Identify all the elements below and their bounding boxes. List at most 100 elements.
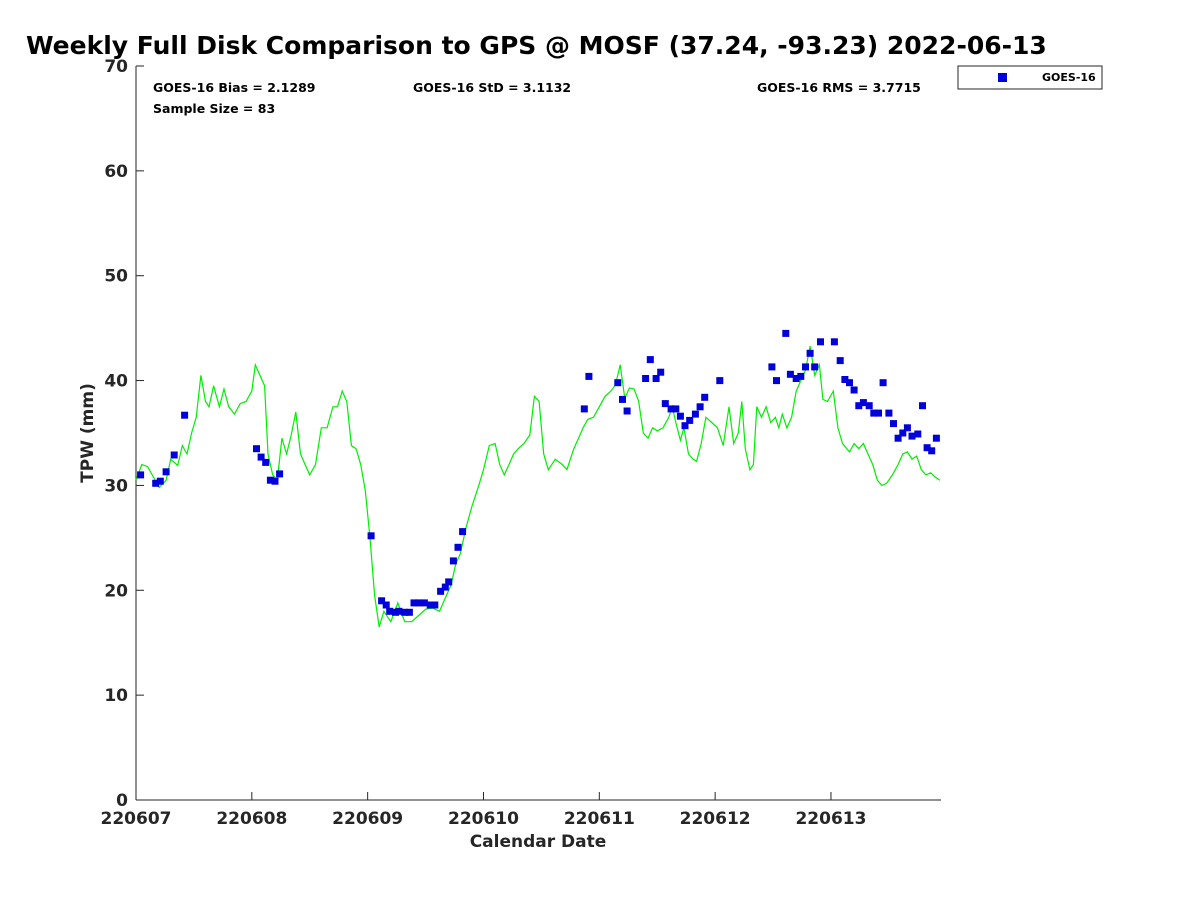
goes16-data-point (885, 409, 893, 417)
goes16-data-point (879, 379, 887, 387)
goes16-data-point (585, 372, 593, 380)
goes16-data-point (426, 601, 434, 609)
goes16-data-point (768, 363, 776, 371)
goes16-data-point (792, 375, 800, 382)
goes16-data-point (441, 583, 449, 591)
goes16-data-point (623, 407, 631, 415)
goes16-data-point (859, 399, 867, 407)
goes16-data-point (271, 477, 279, 485)
stat-sample-size: Sample Size = 83 (153, 101, 275, 116)
y-tick-label: 10 (104, 686, 128, 706)
goes16-data-point (672, 405, 680, 413)
chart-title: Weekly Full Disk Comparison to GPS @ MOS… (26, 31, 1047, 60)
goes16-data-point (619, 395, 626, 403)
legend: GOES-16 (957, 65, 1103, 90)
goes16-data-point (580, 405, 588, 413)
goes16-data-point (642, 375, 650, 382)
goes16-data-point (919, 402, 926, 410)
goes16-data-point (382, 601, 390, 609)
goes16-data-point (266, 476, 274, 484)
goes16-data-point (696, 403, 704, 411)
goes16-data-point (701, 393, 709, 401)
goes16-data-point (162, 468, 170, 476)
goes16-data-point (652, 375, 660, 382)
goes16-data-point (773, 377, 780, 385)
x-tick-label: 220611 (564, 809, 635, 829)
goes16-data-point (894, 434, 902, 442)
goes16-data-point (923, 444, 931, 452)
plot-area (136, 66, 941, 800)
y-tick-label: 50 (104, 267, 128, 287)
goes16-data-point (928, 447, 936, 455)
goes16-data-point (716, 377, 724, 385)
x-tick-label: 220609 (332, 809, 403, 829)
goes16-data-point (253, 445, 260, 453)
stat-bias: GOES-16 Bias = 2.1289 (153, 80, 315, 95)
legend-label: GOES-16 (1042, 71, 1096, 84)
stat-rms: GOES-16 RMS = 3.7715 (757, 80, 921, 95)
goes16-data-point (614, 379, 622, 387)
y-axis-label: TPW (mm) (78, 383, 98, 483)
goes16-data-point (276, 470, 284, 478)
y-axis: 0 10 20 30 40 50 60 70 (104, 57, 144, 811)
goes16-data-point (782, 329, 790, 337)
goes16-data-point (870, 409, 878, 417)
goes16-data-point (431, 601, 439, 609)
y-tick-label: 20 (104, 581, 128, 601)
goes16-data-point (170, 451, 178, 459)
legend-marker (998, 73, 1007, 82)
x-tick-label: 220608 (216, 809, 287, 829)
y-tick-label: 0 (116, 791, 128, 811)
goes16-data-point (899, 429, 907, 437)
stat-std: GOES-16 StD = 3.1132 (413, 80, 571, 95)
x-tick-label: 220612 (680, 809, 751, 829)
goes16-data-point (865, 402, 873, 410)
goes16-data-point (657, 368, 665, 376)
goes16-data-point (410, 599, 418, 607)
goes16-data-point (661, 400, 669, 408)
goes16-data-point (152, 479, 160, 487)
goes16-data-point (395, 607, 403, 615)
goes16-data-point (890, 420, 897, 428)
y-tick-label: 40 (104, 372, 128, 392)
goes16-data-point (830, 338, 838, 346)
goes16-data-point (691, 410, 699, 418)
goes16-data-point (257, 453, 265, 461)
goes16-data-point (811, 363, 819, 371)
x-tick-label: 220607 (101, 809, 172, 829)
goes16-data-point (378, 597, 386, 605)
goes16-data-point (855, 402, 863, 410)
goes16-data-point (802, 363, 809, 371)
x-tick-label: 220613 (795, 809, 866, 829)
goes16-data-point (401, 608, 409, 616)
goes16-data-point (262, 458, 270, 466)
goes16-data-point (841, 376, 849, 383)
goes16-data-point (386, 607, 394, 615)
goes16-data-point (137, 471, 145, 479)
goes16-data-point (156, 477, 164, 485)
series-layer (135, 329, 941, 628)
goes16-data-point (850, 386, 858, 394)
goes16-data-point (459, 528, 467, 536)
goes16-data-point (846, 379, 853, 387)
goes16-data-point (797, 372, 805, 380)
goes16-data-point (932, 434, 940, 442)
goes16-data-point (454, 543, 462, 551)
goes16-data-point (836, 357, 844, 365)
goes16-data-point (875, 409, 882, 417)
goes16-data-point (646, 356, 654, 364)
goes16-data-point (181, 411, 189, 419)
goes16-data-point (367, 532, 375, 540)
goes16-data-point (786, 370, 794, 378)
goes16-data-point (437, 587, 445, 595)
goes16-data-point (686, 416, 694, 424)
y-tick-label: 70 (104, 57, 128, 77)
goes16-data-point (420, 599, 428, 607)
x-tick-label: 220610 (448, 809, 519, 829)
goes16-data-point (681, 422, 689, 430)
goes16-data-point (415, 599, 423, 607)
x-axis: 220607 220608 220609 220610 220611 220612 2206… (101, 792, 866, 829)
goes16-data-point (405, 608, 413, 616)
goes16-data-point (903, 424, 911, 432)
